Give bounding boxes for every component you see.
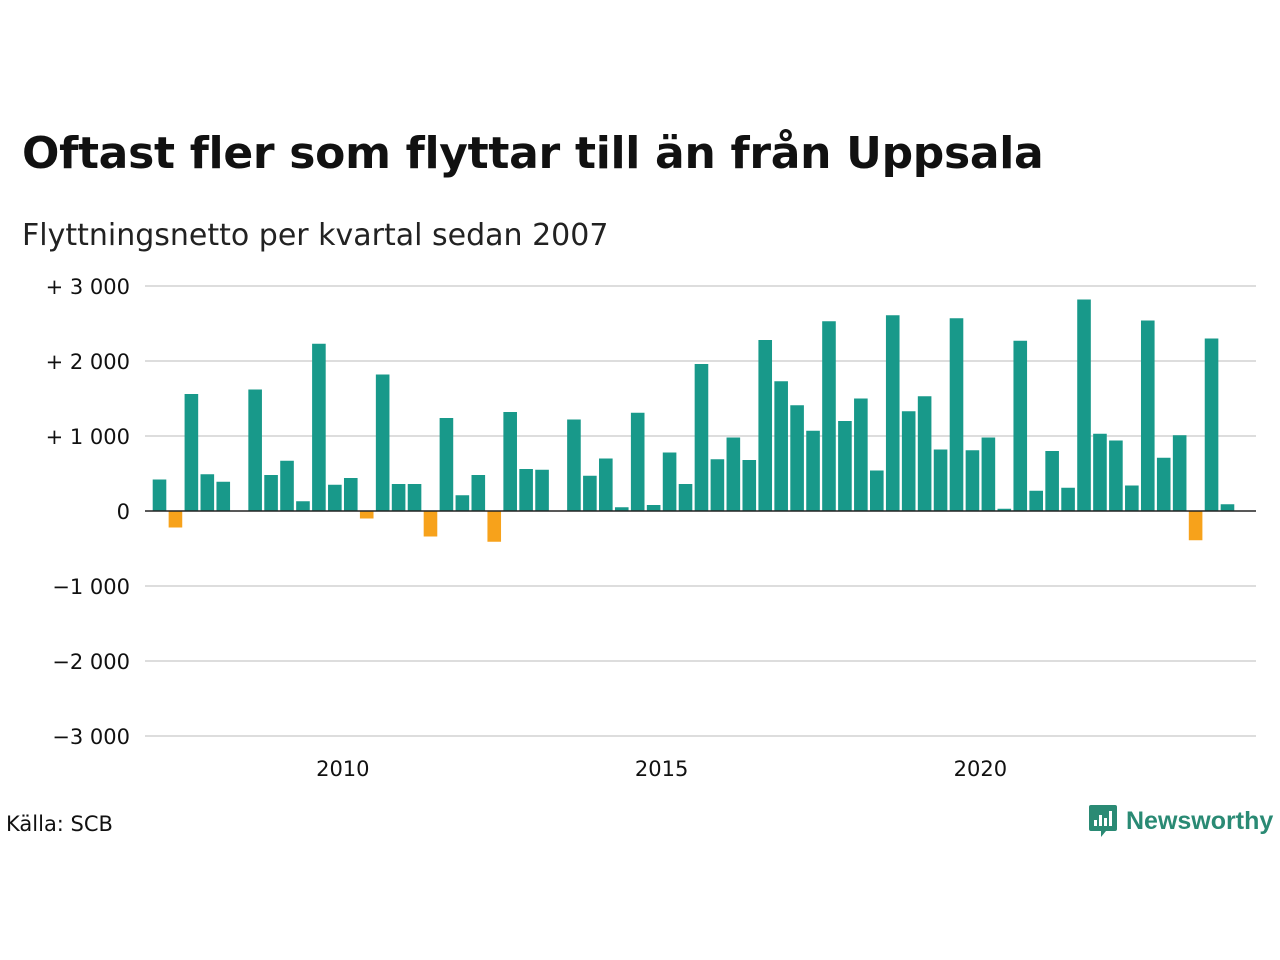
chart-title: Oftast fler som flyttar till än från Upp… — [22, 128, 1044, 179]
bar — [503, 412, 517, 511]
bar — [1013, 340, 1028, 511]
bar — [471, 475, 486, 511]
bar — [519, 469, 533, 511]
bar — [1109, 440, 1123, 511]
bar — [646, 505, 661, 511]
bar — [981, 437, 996, 511]
bar — [280, 460, 294, 511]
bar — [678, 484, 693, 511]
bar — [296, 501, 310, 511]
bar — [1045, 451, 1059, 511]
bar — [407, 484, 422, 511]
bar — [1093, 433, 1107, 511]
x-tick-label: 2010 — [316, 757, 369, 781]
bar — [168, 511, 183, 528]
bar — [328, 484, 342, 511]
bar — [312, 343, 326, 511]
bar — [264, 475, 278, 511]
bar — [901, 411, 916, 511]
bar — [742, 460, 757, 511]
bar — [1204, 338, 1219, 511]
y-tick-label: + 3 000 — [46, 275, 130, 299]
bar — [630, 412, 645, 511]
bar — [1220, 504, 1235, 511]
bar — [248, 389, 262, 511]
y-tick-label: + 2 000 — [46, 350, 130, 374]
bar — [1156, 457, 1171, 511]
bar — [391, 484, 406, 511]
bar — [152, 479, 167, 511]
bar — [583, 475, 597, 511]
source-note: Källa: SCB — [6, 812, 113, 836]
y-tick-label: −1 000 — [52, 575, 130, 599]
bar — [726, 437, 741, 511]
bar — [949, 318, 964, 511]
bar — [694, 364, 709, 511]
bar — [838, 421, 852, 511]
x-tick-label: 2015 — [635, 757, 688, 781]
brand-name: Newsworthy — [1126, 806, 1274, 835]
bar — [1061, 487, 1075, 511]
bar — [614, 507, 629, 511]
bar — [535, 469, 549, 511]
bar — [870, 470, 884, 511]
bar — [343, 478, 358, 511]
bar — [1125, 485, 1139, 511]
bar — [806, 430, 820, 511]
bar — [1077, 299, 1091, 511]
bar — [216, 481, 231, 511]
y-tick-label: −2 000 — [52, 650, 130, 674]
bar — [567, 419, 581, 511]
bar — [822, 321, 836, 511]
chart-speech-bubble-icon — [1089, 805, 1117, 837]
bar — [854, 398, 868, 511]
y-tick-label: + 1 000 — [46, 425, 130, 449]
bar — [439, 418, 454, 511]
bar — [1140, 320, 1155, 511]
bar — [965, 450, 980, 511]
chart-subtitle: Flyttningsnetto per kvartal sedan 2007 — [22, 218, 609, 253]
bar — [917, 396, 932, 511]
bar — [200, 474, 215, 511]
bar — [455, 495, 470, 511]
bar — [1188, 511, 1203, 541]
bar — [1172, 435, 1187, 511]
bar — [774, 381, 788, 511]
bar — [184, 394, 199, 511]
bar — [487, 511, 502, 542]
bar — [423, 511, 438, 537]
x-tick-label: 2020 — [954, 757, 1007, 781]
bar — [885, 315, 900, 511]
bar — [662, 452, 677, 511]
bar — [359, 511, 374, 519]
bar — [790, 405, 804, 511]
bar — [710, 459, 725, 511]
bar — [375, 374, 390, 511]
bar — [933, 449, 948, 511]
newsworthy-logo: Newsworthy — [1088, 803, 1273, 839]
bar — [1029, 490, 1043, 511]
y-tick-label: −3 000 — [52, 725, 130, 749]
bar — [599, 458, 613, 511]
bar — [997, 508, 1012, 511]
bar — [758, 340, 773, 511]
y-tick-label: 0 — [117, 500, 130, 524]
